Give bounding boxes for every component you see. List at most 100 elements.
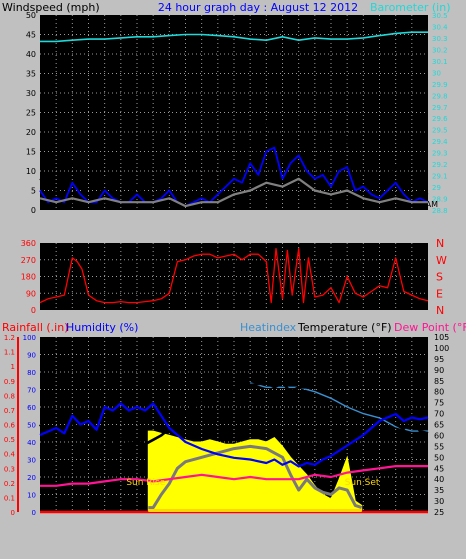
time-tick-label: 6 PM (321, 200, 340, 209)
temperature-tick-label: 70 (434, 410, 444, 419)
solar-radiation-area (147, 430, 363, 513)
uv-index-line (148, 444, 363, 510)
windspeed-tick-label: 50 (26, 11, 36, 20)
time-tick-label: 10 AM (189, 200, 214, 209)
windspeed-axis-label: Windspeed (mph) (2, 1, 100, 14)
barometer-axis-ticks: 28.8 28.9 29 29.1 29.2 29.3 29.4 29.5 29.6 29.7 29… (432, 12, 448, 215)
temperature-tick-label: 35 (434, 486, 444, 495)
direction-tick-label: 270 (21, 256, 36, 265)
barometer-tick-label: 28.8 (432, 207, 448, 215)
wind-time-axis-ticks: 2 AM 4 AM 6 AM 8 AM 10 AM 12 PM 2 PM 4 PM 6 PM 8 … (62, 200, 438, 209)
wind-plot-area (40, 15, 428, 210)
direction-tick-label: 360 (21, 239, 36, 248)
temperature-tick-label: 60 (434, 431, 444, 440)
temperature-tick-label: 85 (434, 377, 444, 386)
rainfall-tick-label: 1 (11, 363, 15, 371)
barometer-line (40, 31, 428, 43)
time-tick-label: 6 AM (127, 200, 147, 209)
temperature-tick-label: 105 (434, 333, 449, 342)
temperature-tick-label: 50 (434, 453, 444, 462)
humidity-tick-label: 80 (27, 369, 36, 377)
sunrise-label: Sun Rise (126, 478, 165, 488)
compass-label: W (436, 254, 447, 267)
dew-point-line (40, 465, 428, 487)
sunset-label: Sun Set (345, 478, 380, 488)
barometer-tick-label: 29.1 (432, 173, 448, 181)
direction-tick-label: 90 (26, 289, 36, 298)
wind-gust-line (39, 111, 429, 203)
humidity-tick-label: 70 (27, 387, 36, 395)
windspeed-tick-label: 25 (26, 109, 36, 118)
barometer-tick-label: 29.9 (432, 81, 448, 89)
time-tick-label: 10 PM (383, 200, 408, 209)
rainfall-tick-label: 0.9 (4, 378, 15, 386)
time-tick-label: 4 PM (289, 200, 308, 209)
humidity-tick-label: 20 (27, 474, 36, 482)
dewpoint-label: Dew Point (°F) (394, 321, 466, 334)
time-tick-label: 8 AM (159, 200, 179, 209)
rainfall-tick-label: 0.7 (4, 407, 15, 415)
barometer-tick-label: 28.9 (432, 196, 448, 204)
temperature-tick-label: 55 (434, 442, 444, 451)
temperature-tick-label: 45 (434, 464, 444, 473)
humidity-line (39, 402, 429, 468)
rainfall-tick-label: 0.6 (4, 422, 16, 430)
compass-label: N (436, 237, 444, 250)
time-tick-label: 0 AM (418, 200, 438, 209)
rainfall-tick-label: 0.1 (4, 494, 15, 502)
windspeed-axis-ticks: 0 5 10 15 20 25 30 35 40 45 50 (26, 11, 36, 215)
temperature-series-group (38, 381, 429, 514)
temperature-tick-label: 40 (434, 475, 444, 484)
direction-tick-label: 0 (31, 306, 36, 315)
temperature-tick-label: 65 (434, 421, 444, 430)
wind-series-group (39, 31, 429, 208)
windspeed-tick-label: 15 (26, 148, 36, 157)
rainfall-tick-label: 0.4 (4, 451, 16, 459)
wind-speed-line (39, 146, 429, 208)
time-tick-label: 12 PM (222, 200, 247, 209)
barometer-tick-label: 30.3 (432, 35, 448, 43)
rainfall-tick-label: 0.2 (4, 480, 15, 488)
windspeed-tick-label: 10 (26, 167, 36, 176)
direction-grid (40, 243, 428, 310)
humidity-axis-ticks: 0 10 20 30 40 50 60 70 80 90 100 (23, 334, 36, 517)
windspeed-tick-label: 40 (26, 50, 36, 59)
temperature-tick-label: 90 (434, 366, 444, 375)
time-tick-label: 2 PM (257, 200, 276, 209)
rainfall-tick-label: 0 (11, 509, 15, 517)
time-tick-label: 4 AM (95, 200, 115, 209)
temperature-tick-label: 80 (434, 388, 444, 397)
barometer-tick-label: 29.5 (432, 127, 448, 135)
compass-label: N (436, 304, 444, 317)
windspeed-tick-label: 30 (26, 89, 36, 98)
windspeed-tick-label: 20 (26, 128, 36, 137)
chart-title: 24 hour graph day : August 12 2012 (158, 1, 358, 14)
daylight-bar (148, 509, 362, 512)
temperature-tick-label: 30 (434, 497, 444, 506)
humidity-tick-label: 50 (27, 422, 36, 430)
heatindex-label: Heatindex (240, 321, 297, 334)
humidity-axis-label: Humidity (%) (66, 321, 138, 334)
humidity-tick-label: 100 (23, 334, 36, 342)
rainfall-tick-label: 0.8 (4, 392, 15, 400)
barometer-axis-label: Barometer (in) (370, 1, 451, 14)
direction-axis-ticks: 0 90 180 270 360 (21, 239, 36, 315)
direction-tick-label: 180 (21, 273, 36, 282)
rainfall-axis-label: Rainfall (.in) (2, 321, 69, 334)
wind-direction-line (39, 247, 429, 304)
wind-average-line (39, 177, 428, 208)
barometer-tick-label: 29.4 (432, 138, 448, 146)
humidity-tick-label: 40 (27, 439, 36, 447)
barometer-tick-label: 29.3 (432, 150, 448, 158)
temperature-tick-label: 75 (434, 399, 444, 408)
time-tick-label: 2 AM (62, 200, 82, 209)
humidity-tick-label: 30 (27, 457, 36, 465)
windspeed-tick-label: 0 (31, 206, 36, 215)
rainfall-tick-label: 0.5 (4, 436, 15, 444)
humidity-tick-label: 60 (27, 404, 36, 412)
temperature-tick-label: 95 (434, 355, 444, 364)
